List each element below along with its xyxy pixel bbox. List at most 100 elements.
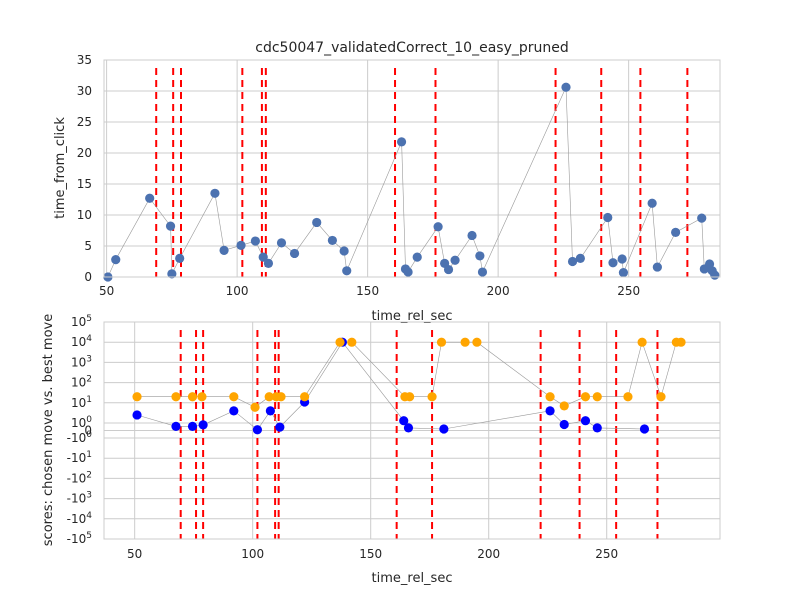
bottom-data-point-1 [300, 392, 310, 402]
top-data-point [433, 222, 443, 232]
top-chart-frame [103, 59, 721, 278]
bottom-data-point-0 [187, 421, 198, 431]
bottom-data-point-1 [580, 392, 591, 402]
top-data-point [342, 266, 352, 276]
bottom-y-tick-label: -105 [67, 531, 92, 546]
bottom-data-point-1 [347, 337, 357, 347]
bottom-y-tick-label: 102 [71, 375, 92, 390]
top-data-point [111, 255, 121, 265]
bottom-y-tick-label: -104 [67, 511, 93, 526]
top-y-tick-label: 5 [84, 239, 92, 253]
bottom-data-point-0 [171, 421, 181, 431]
bottom-chart-connectors [136, 341, 682, 431]
top-data-point [312, 217, 322, 228]
bottom-data-point-0 [265, 406, 275, 416]
bottom-data-point-0 [229, 406, 239, 416]
bottom-y-tick-label: 105 [71, 314, 92, 329]
bottom-y-tick-label: -103 [67, 491, 92, 506]
bottom-data-point-1 [472, 337, 482, 347]
top-data-point [617, 254, 627, 264]
top-data-point [175, 253, 185, 263]
top-data-point [210, 188, 220, 198]
bottom-data-point-0 [252, 425, 263, 435]
bottom-data-point-1 [559, 401, 569, 411]
top-data-point [567, 256, 578, 267]
top-data-point [647, 198, 657, 208]
top-data-point [475, 251, 485, 261]
top-chart: 50 100 150 200 250 0 5 10 15 20 25 30 35 cdc50047_v… [53, 40, 721, 324]
top-data-point [339, 246, 349, 256]
top-data-point [710, 270, 720, 280]
bottom-data-point-0 [559, 419, 569, 430]
bottom-y-tick-label: 104 [71, 334, 92, 349]
bottom-y-tick-label: 100 [71, 415, 92, 430]
top-x-tick-label: 50 [99, 284, 114, 298]
bottom-x-tick-label: 250 [595, 547, 618, 561]
top-data-point [165, 221, 176, 231]
top-chart-x-label: time_rel_sec [372, 309, 453, 324]
bottom-data-point-1 [132, 392, 142, 402]
bottom-data-point-1 [656, 392, 666, 402]
top-chart-title: cdc50047_validatedCorrect_10_easy_pruned [255, 40, 569, 56]
top-data-point [671, 227, 681, 237]
bottom-data-point-1 [197, 392, 207, 402]
bottom-data-point-1 [405, 392, 415, 402]
top-data-point [276, 238, 287, 248]
top-y-tick-label: 30 [77, 84, 92, 98]
top-data-point [403, 267, 413, 277]
top-data-point [263, 258, 274, 268]
top-y-tick-label: 20 [77, 146, 92, 160]
bottom-data-point-1 [460, 337, 470, 347]
top-x-tick-label: 150 [356, 284, 379, 298]
top-chart-y-label: time_from_click [53, 117, 68, 219]
bottom-chart-x-label: time_rel_sec [372, 571, 453, 586]
top-data-point [575, 253, 585, 263]
top-data-point [467, 230, 477, 241]
top-data-point [236, 240, 246, 250]
bottom-data-point-0 [198, 420, 208, 430]
bottom-data-point-1 [623, 392, 633, 402]
bottom-data-point-1 [545, 392, 555, 402]
top-chart-points [103, 82, 720, 282]
top-data-point [443, 264, 454, 275]
bottom-data-point-1 [436, 337, 447, 347]
bottom-data-point-0 [403, 423, 414, 433]
top-data-point [477, 267, 488, 277]
bottom-data-point-0 [275, 422, 285, 432]
top-data-point [618, 268, 629, 278]
bottom-data-point-1 [676, 337, 686, 347]
bottom-data-point-1 [187, 392, 198, 402]
bottom-data-point-1 [171, 392, 181, 402]
bottom-y-tick-label: -101 [67, 450, 92, 465]
top-data-point [289, 248, 300, 259]
bottom-data-point-0 [545, 406, 555, 416]
top-data-point [396, 137, 407, 147]
top-y-tick-label: 35 [77, 53, 92, 67]
top-data-point [219, 245, 229, 255]
bottom-y-tick-label: -102 [67, 470, 92, 485]
top-chart-grid [104, 59, 720, 278]
bottom-data-point-0 [580, 416, 591, 426]
top-y-tick-label: 15 [77, 177, 92, 191]
bottom-data-point-0 [439, 424, 449, 434]
bottom-data-point-0 [399, 416, 409, 426]
bottom-chart-points [132, 337, 686, 435]
top-series-line [107, 87, 716, 278]
bottom-data-point-0 [639, 424, 650, 434]
top-y-tick-label: 10 [77, 208, 92, 222]
top-data-point [258, 252, 268, 262]
bottom-data-point-1 [592, 392, 602, 402]
bottom-y-tick-label: 0 [84, 424, 92, 438]
bottom-data-point-1 [250, 402, 260, 412]
bottom-data-point-1 [229, 392, 239, 402]
top-data-point [167, 269, 177, 279]
bottom-data-point-1 [276, 392, 286, 402]
top-chart-connector [107, 87, 716, 278]
bottom-data-point-0 [132, 410, 142, 420]
top-data-point [608, 258, 618, 268]
bottom-y-tick-label: 103 [71, 354, 92, 369]
top-chart-x-ticks: 50 100 150 200 250 [99, 284, 640, 298]
bottom-chart: 50 100 150 200 250 1051041031021011000-100-1… [41, 314, 721, 586]
